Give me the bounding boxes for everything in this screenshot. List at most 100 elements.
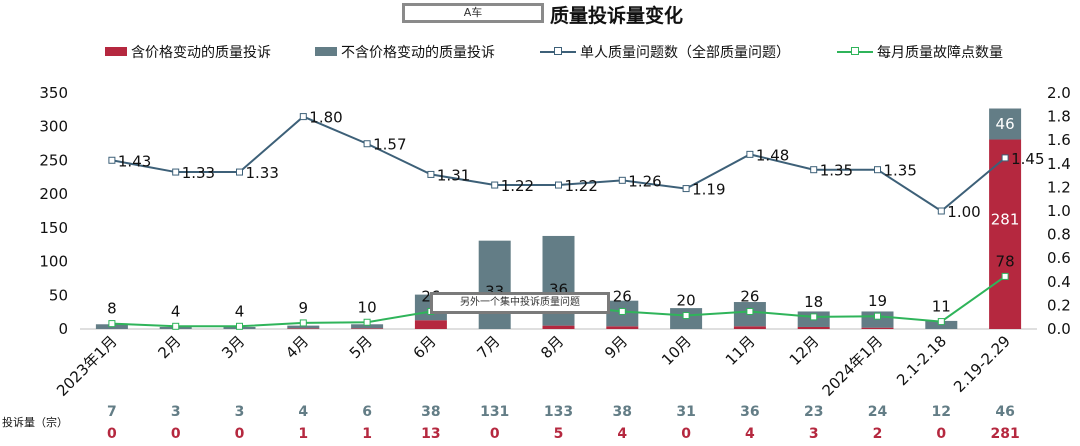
point-blue [363,140,371,148]
left-tick-label: 200 [39,185,68,203]
category-label: 6月 [410,332,440,362]
point-blue [427,170,435,178]
category-label: 2.1-2.18 [893,332,950,389]
label-green: 26 [740,287,759,305]
legend-label-blue: 单人质量问题数（全部质量问题） [580,45,790,61]
legend-marker-green [851,47,859,55]
table-value-gray: 38 [421,404,440,420]
table-value-gray: 133 [544,404,573,420]
left-tick-label: 300 [39,118,68,136]
table-value-gray: 6 [362,404,372,420]
point-blue [491,181,499,189]
right-tick-label: 0.2 [1047,296,1071,314]
category-label: 4月 [282,332,312,362]
point-blue [810,166,818,174]
right-tick-label: 1.4 [1047,155,1071,173]
label-green: 4 [171,302,181,320]
label-green: 9 [299,299,309,317]
table-value-red: 1 [362,426,372,442]
legend-label-red: 含价格变动的质量投诉 [131,45,271,61]
point-blue [682,185,690,193]
right-tick-label: 1.0 [1047,202,1071,220]
bar-red [542,325,575,329]
right-tick-label: 1.6 [1047,131,1071,149]
table-value-gray: 4 [298,404,308,420]
table-value-red: 0 [107,426,117,442]
category-label: 2.19-2.29 [950,332,1014,396]
table-value-gray: 46 [995,404,1014,420]
table-value-red: 0 [171,426,181,442]
table-value-gray: 31 [676,404,695,420]
table-value-red: 4 [617,426,627,442]
legend-marker-blue [554,47,562,55]
point-green [874,312,881,320]
bar-red [989,139,1022,329]
bar-red [287,328,320,329]
label-blue: 1.35 [884,162,917,180]
point-green [618,307,626,315]
table-value-gray: 3 [171,404,181,420]
point-green [682,312,690,320]
bar-gray [989,108,1022,140]
table-value-red: 2 [873,426,883,442]
left-tick-label: 350 [39,84,68,102]
table-value-gray: 7 [107,404,117,420]
point-blue [618,176,626,184]
point-green [1001,272,1009,280]
label-green: 20 [677,292,696,310]
label-blue: 1.48 [756,146,789,164]
bar-gray [351,324,384,329]
table-value-red: 0 [936,426,946,442]
point-blue [172,168,180,176]
bar-label-gray: 46 [996,115,1015,133]
category-label: 11月 [722,332,759,369]
point-green [746,307,754,315]
legend-label-green: 每月质量故障点数量 [877,45,1003,61]
label-blue: 1.43 [118,152,151,170]
category-label: 2月 [154,332,184,362]
bar-red [606,326,639,329]
point-blue [874,166,881,174]
table-value-red: 0 [490,426,500,442]
left-tick-label: 250 [39,151,68,169]
table-value-red: 5 [554,426,564,442]
bar-red [414,320,447,329]
category-label: 12月 [786,332,823,369]
annotation-note: 另外一个集中投诉质量问题 [430,292,610,314]
right-tick-label: 1.8 [1047,108,1071,126]
category-label: 2024年1月 [819,332,887,400]
left-tick-label: 0 [58,320,68,338]
bar-red [797,326,830,329]
point-blue [746,150,754,158]
table-value-red: 4 [745,426,755,442]
label-green: 26 [613,287,632,305]
point-blue [108,156,116,164]
point-green [810,313,818,321]
table-value-red: 0 [681,426,691,442]
label-blue: 1.22 [565,177,598,195]
bar-gray [287,325,320,329]
left-tick-label: 100 [39,253,68,271]
point-blue [937,207,945,215]
label-blue: 1.45 [1011,150,1044,168]
label-blue: 1.33 [182,164,215,182]
point-green [172,322,180,330]
table-value-red: 0 [235,426,245,442]
label-blue: 1.00 [947,203,980,221]
table-value-gray: 36 [740,404,759,420]
table-value-red: 13 [421,426,440,442]
table-value-gray: 12 [932,404,951,420]
category-label: 10月 [658,332,695,369]
bar-label-red: 281 [991,210,1020,228]
point-green [937,318,945,326]
category-label: 3月 [218,332,248,362]
bar-red [861,327,894,329]
label-blue: 1.35 [820,162,853,180]
chart-title: 质量投诉量变化 [550,5,684,27]
label-blue: 1.80 [309,109,342,127]
bar-gray [478,240,511,329]
table-value-red: 281 [990,426,1019,442]
point-blue [555,181,562,189]
right-tick-label: 0.0 [1047,320,1071,338]
